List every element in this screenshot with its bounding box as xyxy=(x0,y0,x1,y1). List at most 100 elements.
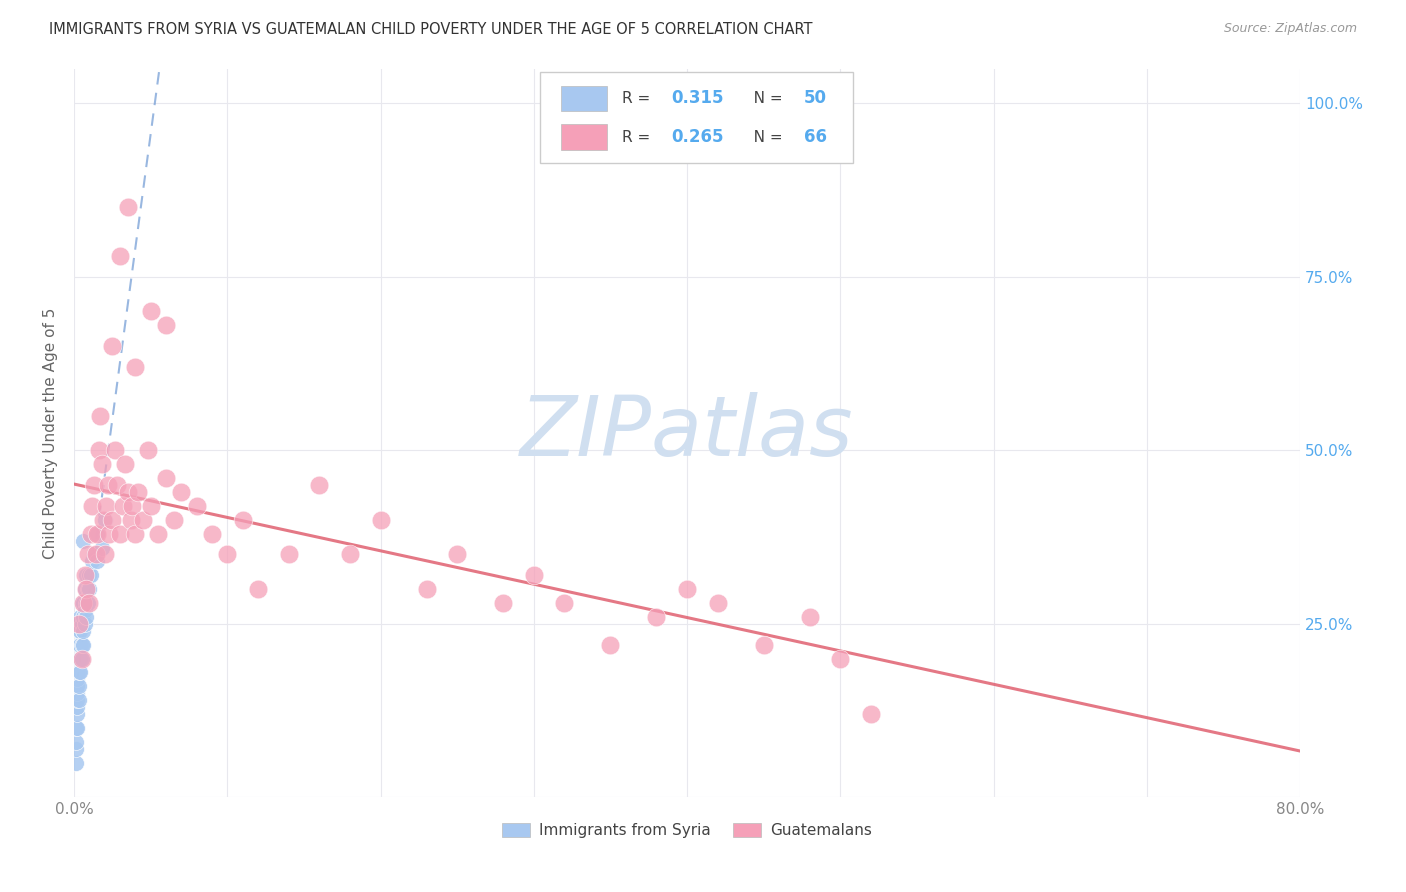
Point xyxy=(75,582,97,597)
Text: N =: N = xyxy=(738,129,787,145)
Point xyxy=(90,541,112,555)
Point xyxy=(67,679,90,693)
Point xyxy=(82,499,104,513)
Point xyxy=(73,582,96,597)
Point xyxy=(136,443,159,458)
Point xyxy=(70,596,93,610)
Point xyxy=(67,665,90,680)
Point xyxy=(523,568,546,582)
Point xyxy=(69,624,91,638)
Point xyxy=(108,526,131,541)
Point xyxy=(69,638,91,652)
Text: IMMIGRANTS FROM SYRIA VS GUATEMALAN CHILD POVERTY UNDER THE AGE OF 5 CORRELATION: IMMIGRANTS FROM SYRIA VS GUATEMALAN CHIL… xyxy=(49,22,813,37)
Point xyxy=(83,548,105,562)
Point xyxy=(339,548,361,562)
Point xyxy=(97,478,120,492)
Text: R =: R = xyxy=(621,129,655,145)
Point xyxy=(65,721,87,735)
Point xyxy=(84,548,107,562)
Point xyxy=(170,485,193,500)
Point xyxy=(752,638,775,652)
Point xyxy=(66,707,89,722)
Point xyxy=(830,651,852,665)
Point xyxy=(67,616,90,631)
Point xyxy=(446,548,468,562)
Point xyxy=(82,554,104,568)
Text: ZIPatlas: ZIPatlas xyxy=(520,392,853,474)
Point xyxy=(124,359,146,374)
Point xyxy=(132,513,155,527)
Point xyxy=(67,638,90,652)
FancyBboxPatch shape xyxy=(561,124,607,150)
Point xyxy=(148,526,170,541)
Text: R =: R = xyxy=(621,91,655,106)
FancyBboxPatch shape xyxy=(540,72,852,163)
Point xyxy=(553,596,575,610)
Point xyxy=(308,478,330,492)
Text: 0.265: 0.265 xyxy=(671,128,724,146)
Point xyxy=(86,554,108,568)
Point xyxy=(139,499,162,513)
Point xyxy=(163,513,186,527)
Point xyxy=(75,610,97,624)
Point xyxy=(67,624,90,638)
Point xyxy=(117,200,139,214)
Point xyxy=(70,651,93,665)
Point xyxy=(65,735,87,749)
Point xyxy=(65,756,87,770)
Point xyxy=(127,485,149,500)
Point xyxy=(65,742,87,756)
Point xyxy=(89,409,111,423)
Point xyxy=(67,651,90,665)
Point xyxy=(105,478,128,492)
Point xyxy=(69,665,91,680)
Point xyxy=(66,686,89,700)
Point xyxy=(93,513,115,527)
Point xyxy=(155,318,177,333)
Point xyxy=(69,651,91,665)
Point xyxy=(73,616,96,631)
Point xyxy=(120,513,142,527)
Point xyxy=(112,499,135,513)
Point xyxy=(67,693,90,707)
Point xyxy=(86,526,108,541)
Point xyxy=(104,443,127,458)
Point xyxy=(246,582,269,597)
Text: 50: 50 xyxy=(803,89,827,107)
Point xyxy=(66,693,89,707)
Point xyxy=(706,596,728,610)
Point xyxy=(66,679,89,693)
Point xyxy=(66,700,89,714)
Point xyxy=(799,610,821,624)
Point xyxy=(859,707,882,722)
Point xyxy=(66,673,89,687)
Point xyxy=(101,339,124,353)
Legend: Immigrants from Syria, Guatemalans: Immigrants from Syria, Guatemalans xyxy=(496,817,879,845)
Point xyxy=(73,603,96,617)
Point xyxy=(415,582,437,597)
Point xyxy=(73,568,96,582)
Point xyxy=(72,624,94,638)
Point xyxy=(121,499,143,513)
Point xyxy=(66,665,89,680)
Text: 66: 66 xyxy=(803,128,827,146)
Point xyxy=(75,568,97,582)
Point xyxy=(77,596,100,610)
Point xyxy=(77,548,100,562)
Point xyxy=(93,548,115,562)
Point xyxy=(139,304,162,318)
Point xyxy=(72,638,94,652)
Point xyxy=(75,596,97,610)
Point xyxy=(70,638,93,652)
Point xyxy=(66,721,89,735)
Point xyxy=(90,457,112,471)
Point xyxy=(70,616,93,631)
Point xyxy=(72,610,94,624)
Point xyxy=(87,443,110,458)
Point xyxy=(67,616,90,631)
Point xyxy=(83,478,105,492)
Point xyxy=(79,596,101,610)
Point xyxy=(155,471,177,485)
Point xyxy=(645,610,668,624)
Point xyxy=(186,499,208,513)
